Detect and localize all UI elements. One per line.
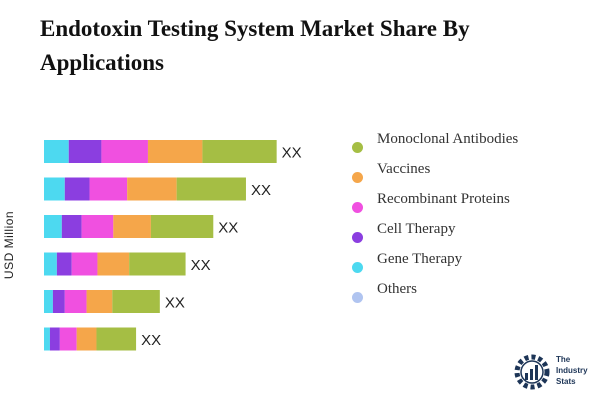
bar-segment-cell-therapy-2	[64, 177, 90, 201]
data-label-1: XX	[282, 145, 302, 162]
legend-label: Others	[377, 280, 417, 297]
legend-item-vaccines: Vaccines	[352, 158, 518, 188]
bar-segment-recombinant-proteins-4	[71, 252, 98, 276]
legend-swatch	[352, 141, 363, 153]
bar-segment-recombinant-proteins-1	[101, 140, 148, 163]
gear-icon	[514, 354, 550, 390]
bar-segment-recombinant-proteins-6	[59, 327, 77, 351]
bar-segment-cell-therapy-5	[52, 290, 65, 313]
legend-item-cell-therapy: Cell Therapy	[352, 218, 518, 248]
legend: Monoclonal Antibodies Vaccines Recombinant…	[352, 128, 518, 308]
data-label-3: XX	[218, 220, 238, 237]
chart-title: Endotoxin Testing System Market Share By…	[40, 16, 470, 75]
bar-segment-recombinant-proteins-3	[81, 215, 114, 238]
legend-swatch	[352, 201, 363, 213]
bar-segment-monoclonal-antibodies-2	[176, 177, 246, 201]
bar-segment-vaccines-2	[127, 177, 177, 201]
legend-label: Vaccines	[377, 160, 431, 177]
legend-item-others: Others	[352, 278, 518, 308]
logo-line-1: The	[556, 355, 571, 364]
bar-segment-gene-therapy-5	[44, 290, 53, 313]
bar-segment-vaccines-5	[86, 290, 113, 313]
legend-item-monoclonal-antibodies: Monoclonal Antibodies	[352, 128, 518, 158]
legend-swatch	[352, 231, 363, 243]
data-label-4: XX	[191, 257, 211, 274]
legend-swatch	[352, 291, 363, 303]
bar-segment-gene-therapy-6	[44, 327, 50, 351]
bar-segment-gene-therapy-4	[44, 252, 57, 276]
bar-segment-monoclonal-antibodies-1	[202, 140, 277, 163]
bar-segment-vaccines-4	[97, 252, 130, 276]
data-label-5: XX	[165, 295, 185, 312]
bar-segment-recombinant-proteins-2	[89, 177, 128, 201]
legend-label: Gene Therapy	[377, 250, 463, 267]
brand-logo: The Industry Stats	[512, 350, 596, 394]
bar-segment-vaccines-1	[147, 140, 203, 163]
bar-segment-recombinant-proteins-5	[64, 290, 87, 313]
bar-segment-cell-therapy-6	[49, 327, 60, 351]
data-label-2: XX	[251, 182, 271, 199]
logo-line-2: Industry	[556, 366, 588, 375]
legend-swatch	[352, 171, 363, 183]
legend-label: Recombinant Proteins	[377, 190, 510, 207]
legend-swatch	[352, 261, 363, 273]
bar-segment-monoclonal-antibodies-4	[129, 252, 186, 276]
bar-segment-gene-therapy-1	[44, 140, 69, 163]
data-label-6: XX	[141, 332, 161, 349]
bar-segment-vaccines-6	[76, 327, 97, 351]
bar-segment-gene-therapy-2	[44, 177, 65, 201]
bar-segment-monoclonal-antibodies-6	[96, 327, 137, 351]
bar-segment-cell-therapy-3	[61, 215, 82, 238]
logo-line-3: Stats	[556, 377, 576, 386]
bar-segment-monoclonal-antibodies-5	[112, 290, 160, 313]
bar-segment-vaccines-3	[113, 215, 151, 238]
legend-item-gene-therapy: Gene Therapy	[352, 248, 518, 278]
bar-segment-cell-therapy-4	[56, 252, 72, 276]
bar-segment-monoclonal-antibodies-3	[150, 215, 214, 238]
legend-label: Monoclonal Antibodies	[377, 130, 519, 147]
bar-segment-cell-therapy-1	[68, 140, 102, 163]
bar-segment-gene-therapy-3	[44, 215, 62, 238]
legend-item-recombinant-proteins: Recombinant Proteins	[352, 188, 518, 218]
legend-label: Cell Therapy	[377, 220, 456, 237]
